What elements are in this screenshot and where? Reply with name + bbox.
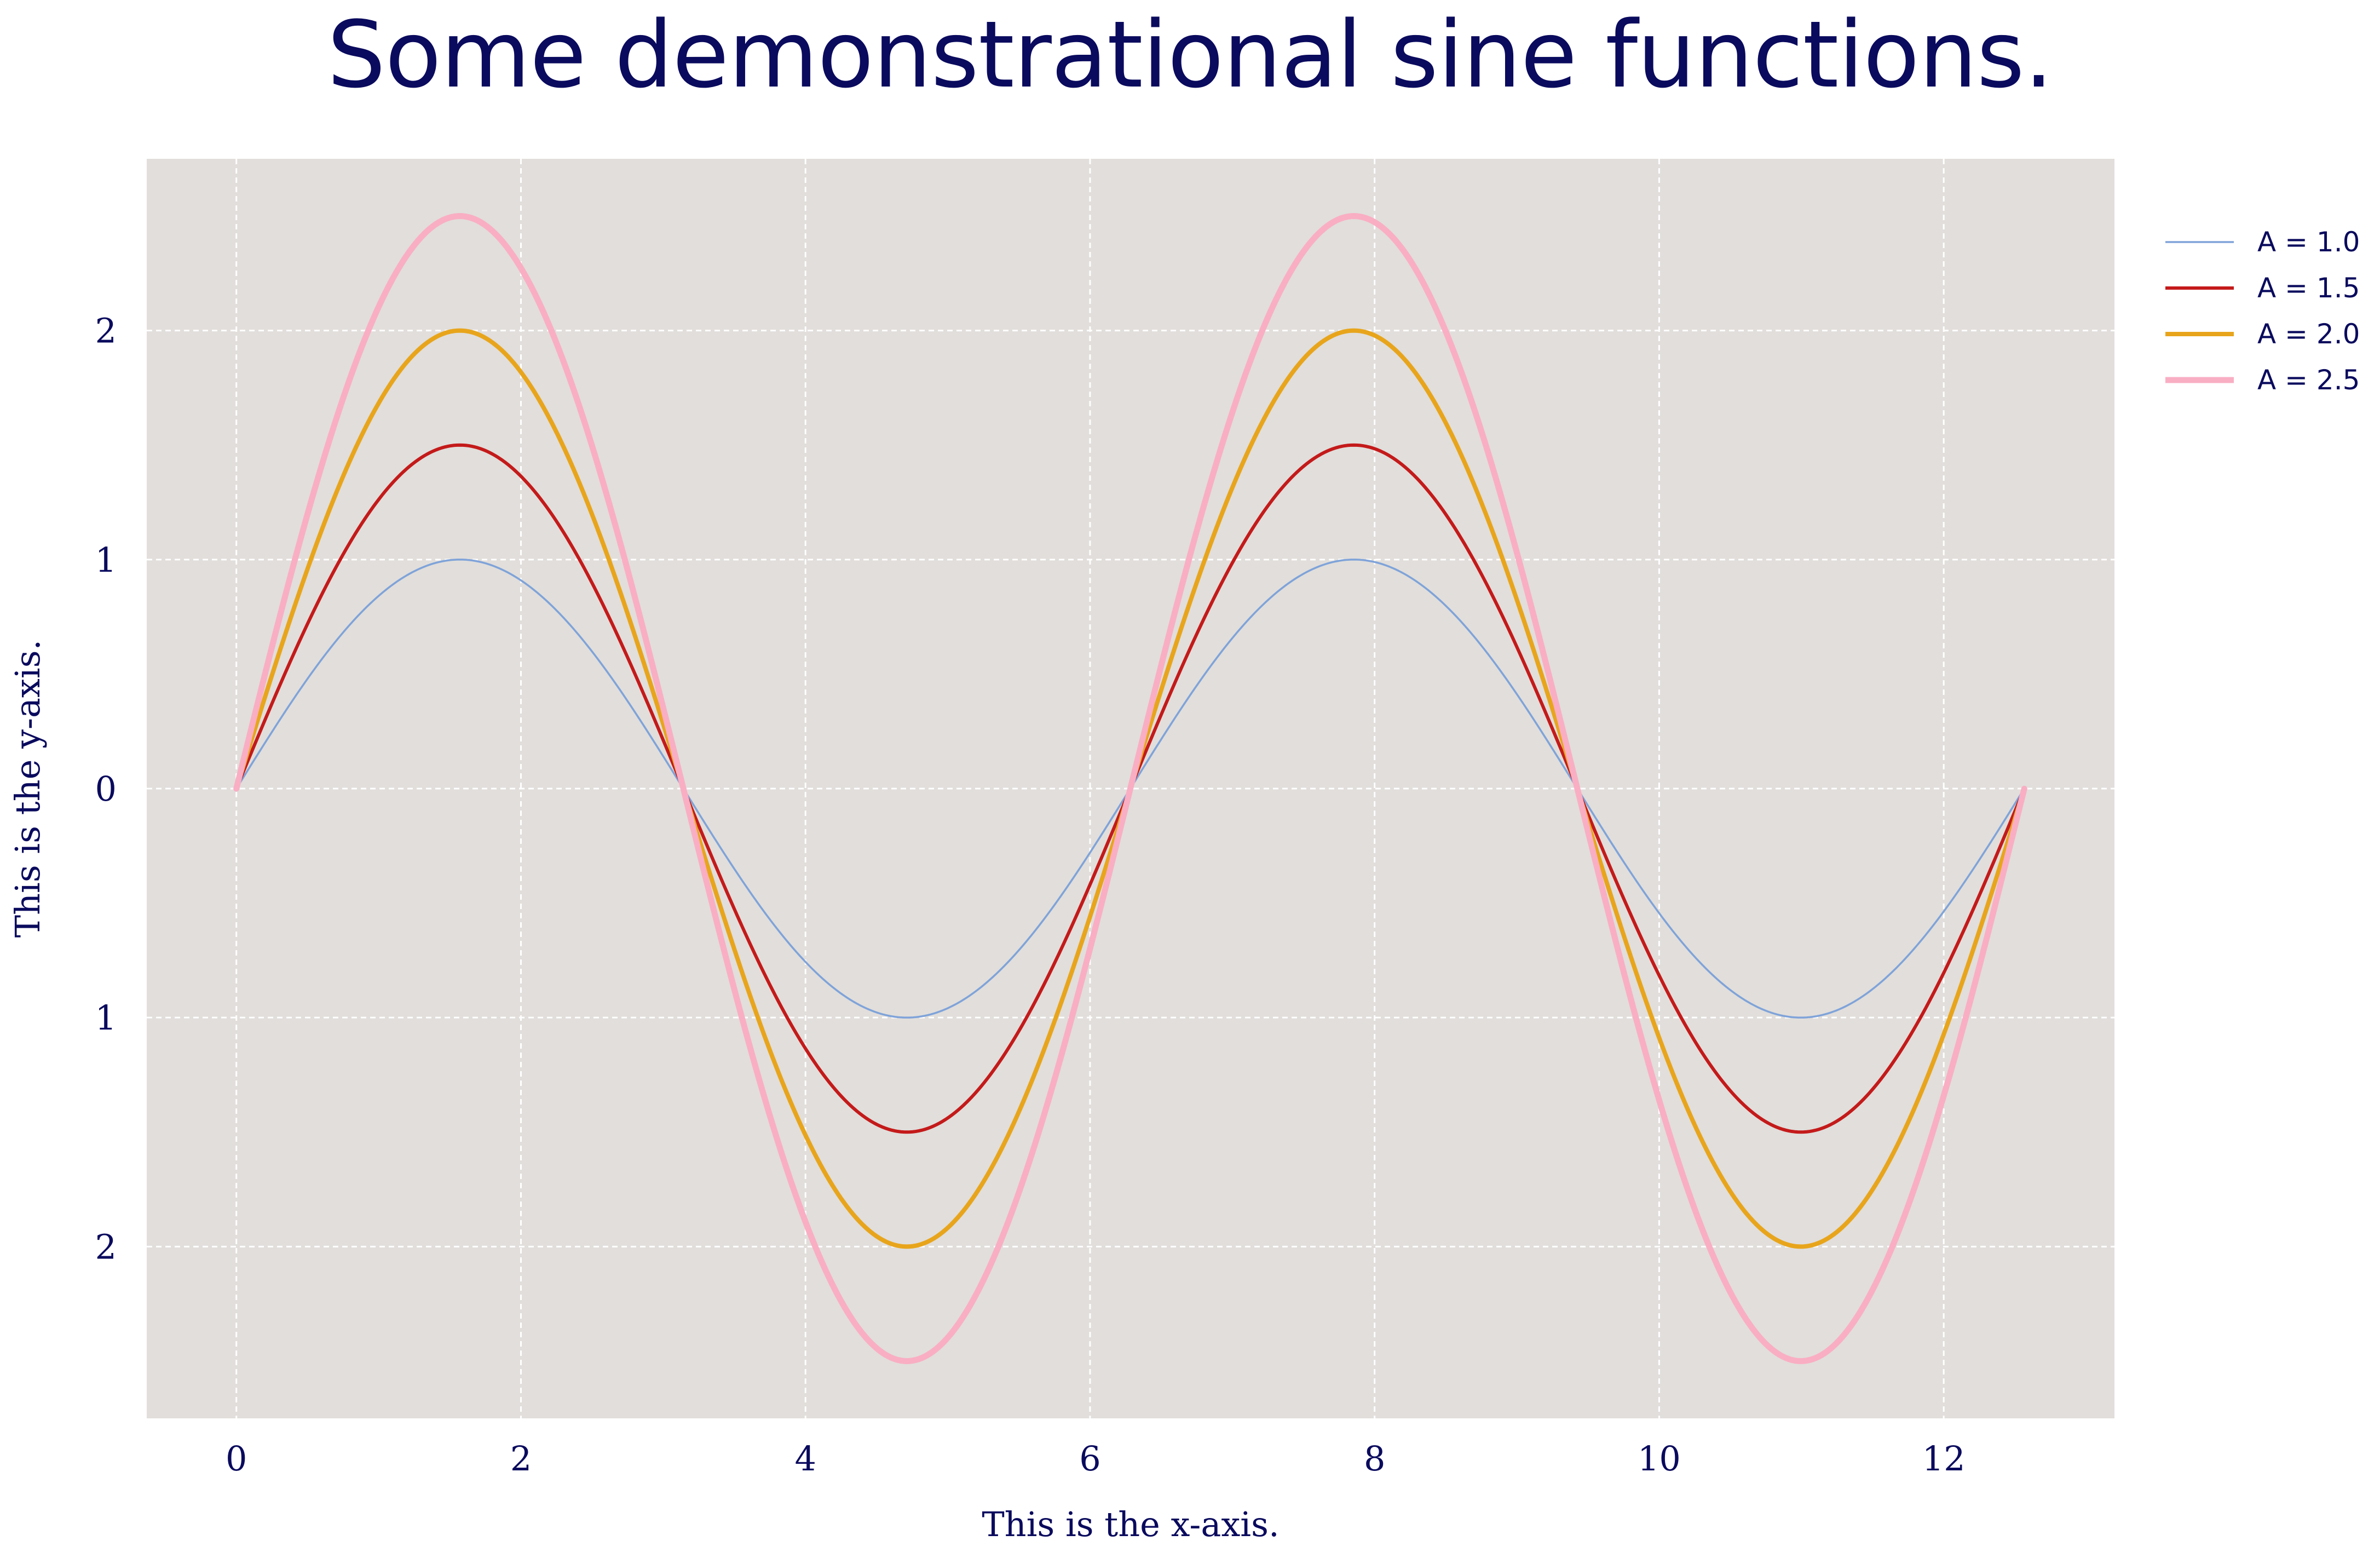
y-tick-label: 2 [95,1227,117,1267]
y-tick-label: 1 [95,998,117,1038]
legend-label: A = 2.5 [2257,364,2360,396]
x-tick-label: 12 [1922,1439,1966,1479]
y-axis-label: This is the y-axis. [8,640,48,938]
x-tick-label: 0 [226,1439,247,1479]
y-tick-label: 2 [95,311,117,351]
series-layer [233,213,2027,1364]
series-line [233,213,2027,1364]
legend-label: A = 1.5 [2257,272,2360,304]
legend-label: A = 1.0 [2257,226,2360,258]
chart-title: Some demonstrational sine functions. [327,1,2054,108]
x-axis-label: This is the x-axis. [982,1504,1279,1544]
x-tick-label: 8 [1364,1439,1385,1479]
legend: A = 1.0 A = 1.5 A = 2.0 A = 2.5 [2165,226,2360,396]
y-tick-label: 1 [95,540,117,580]
x-tick-label: 6 [1079,1439,1100,1479]
x-tick-label: 10 [1638,1439,1681,1479]
x-tick-label: 2 [510,1439,532,1479]
legend-label: A = 2.0 [2257,318,2360,350]
y-tick-label: 0 [95,769,117,809]
x-tick-label: 4 [794,1439,816,1479]
